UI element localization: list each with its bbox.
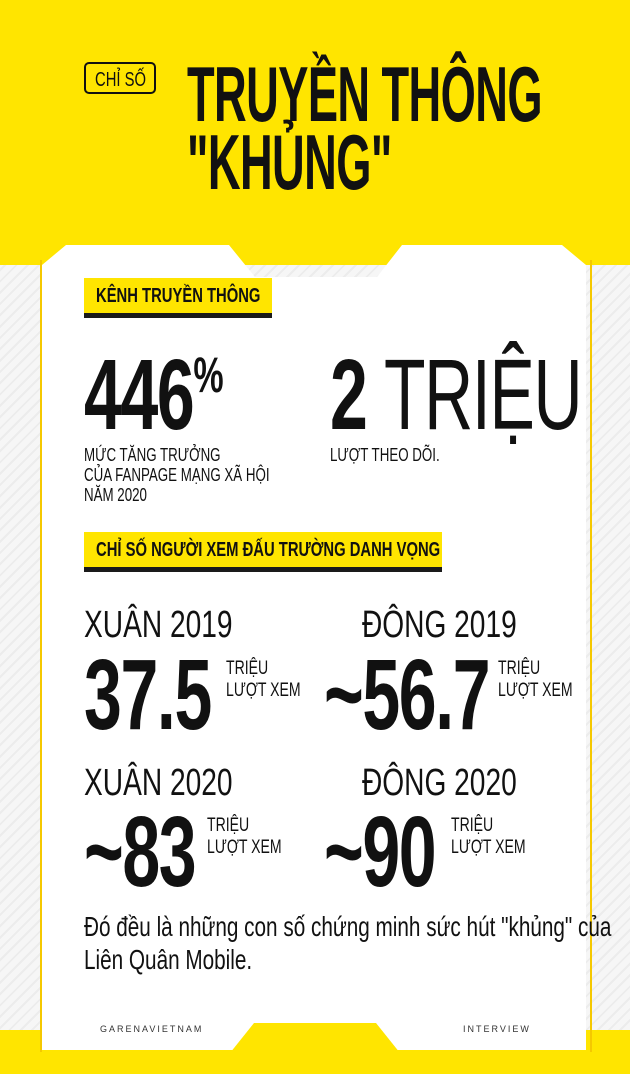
bottom-notch bbox=[230, 1023, 400, 1053]
header-tag: CHỈ SỐ bbox=[84, 62, 156, 94]
content-card bbox=[42, 245, 586, 1050]
footer-brand: GARENAVIETNAM bbox=[100, 1024, 204, 1034]
section-label-channels: KÊNH TRUYỀN THÔNG bbox=[84, 278, 272, 318]
section-label-viewers: CHỈ SỐ NGƯỜI XEM ĐẤU TRƯỜNG DANH VỌNG bbox=[84, 532, 442, 572]
page-title-line2: "KHỦNG" bbox=[187, 118, 392, 206]
stat-growth: 446% bbox=[84, 339, 224, 451]
stat-followers: 2 TRIỆU bbox=[330, 339, 583, 451]
stat-followers-caption: LƯỢT THEO DÕI. bbox=[330, 445, 440, 465]
card-border bbox=[40, 260, 592, 1052]
season-value: ~83 bbox=[84, 796, 197, 908]
season-label: XUÂN 2019 bbox=[84, 604, 233, 646]
season-label: ĐÔNG 2020 bbox=[362, 762, 517, 804]
conclusion-text: Đó đều là những con số chứng minh sức hú… bbox=[84, 911, 612, 975]
season-value: ~56.7 bbox=[324, 639, 491, 751]
season-unit: TRIỆU LƯỢT XEM bbox=[207, 815, 282, 858]
season-value: ~90 bbox=[324, 796, 437, 908]
season-unit: TRIỆU LƯỢT XEM bbox=[226, 658, 301, 701]
season-unit: TRIỆU LƯỢT XEM bbox=[451, 815, 526, 858]
season-label: ĐÔNG 2019 bbox=[362, 604, 517, 646]
season-unit: TRIỆU LƯỢT XEM bbox=[498, 658, 573, 701]
season-value: 37.5 bbox=[84, 639, 212, 751]
footer-section: INTERVIEW bbox=[463, 1024, 531, 1034]
header-band bbox=[0, 0, 630, 265]
season-label: XUÂN 2020 bbox=[84, 762, 233, 804]
stat-growth-caption: MỨC TĂNG TRƯỞNG CỦA FANPAGE MẠNG XÃ HỘI NĂ… bbox=[84, 445, 270, 505]
page-title-line1: TRUYỀN THÔNG bbox=[187, 50, 543, 138]
